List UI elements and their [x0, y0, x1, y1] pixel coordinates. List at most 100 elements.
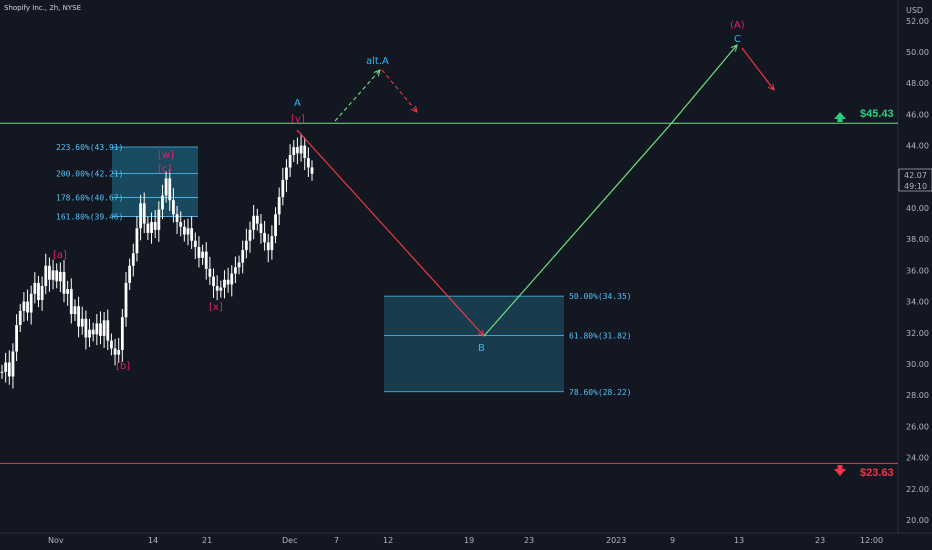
candle-body — [40, 286, 44, 301]
candle-body — [48, 265, 51, 280]
candle-body — [274, 214, 277, 237]
candle-body — [66, 289, 70, 294]
x-axis-ticks: Nov 14 21 Dec 7 12 19 23 2023 9 13 23 12:00 — [48, 536, 883, 545]
y-tick-label: 24.00 — [906, 454, 929, 463]
candle-body — [270, 236, 274, 251]
candle-body — [263, 232, 266, 243]
up-arrow-icon — [834, 112, 846, 122]
y-tick-label: 28.00 — [906, 391, 929, 400]
candle-body — [292, 147, 296, 155]
wave-b-to-resistance-arrow — [483, 124, 671, 337]
candle-body — [244, 240, 248, 251]
wave-label-a: [a] — [53, 250, 67, 261]
candle-body — [7, 362, 11, 377]
candle-body — [62, 271, 66, 294]
y-tick-label: 50.00 — [906, 48, 929, 57]
candle-body — [285, 167, 288, 180]
candle-body — [215, 286, 219, 291]
fib-retracement-lower: 50.00%(34.35) 61.80%(31.82) 78.60%(28.22) — [384, 292, 632, 397]
fib-band-top — [112, 147, 198, 174]
candle-body — [157, 209, 161, 230]
y-tick-label: 30.00 — [906, 360, 929, 369]
candle-body — [146, 223, 150, 233]
candle-body — [208, 268, 212, 277]
candle-body — [193, 240, 197, 247]
x-tick-label: 7 — [334, 536, 339, 545]
down-arrow-icon — [834, 465, 846, 476]
fib-extension-upper: 223.60%(43.91) 200.00%(42.21) 178.60%(40.6… — [56, 143, 198, 221]
candle-body — [234, 267, 237, 274]
candle-body — [106, 320, 110, 341]
candle-body — [296, 147, 299, 154]
candle-body — [124, 282, 128, 318]
candle-body — [117, 349, 121, 355]
candle-body — [18, 310, 22, 325]
candle-body — [179, 222, 183, 227]
wave-a-to-b-arrow — [296, 129, 484, 336]
y-tick-label: 52.00 — [906, 17, 929, 26]
alt-a-down-arrow — [381, 69, 417, 112]
resistance-label: $45.43 — [860, 108, 894, 120]
candle-body — [128, 265, 132, 283]
candle-body — [80, 318, 84, 327]
x-tick-label: 13 — [734, 536, 744, 545]
bar-countdown: 49:10 — [904, 182, 927, 191]
candle-body — [153, 222, 157, 230]
current-price-tag — [898, 168, 932, 192]
wave-resistance-to-c-arrow — [669, 45, 737, 126]
candle-body — [172, 200, 175, 215]
candle-body — [190, 228, 194, 241]
wave-label-x: [x] — [209, 302, 223, 313]
candle-body — [102, 320, 106, 336]
wave-label-w: [w] — [158, 150, 174, 161]
wave-label-C: C — [734, 34, 741, 45]
candle-body — [150, 222, 153, 233]
wave-label-alt-A: alt.A — [366, 56, 389, 67]
alt-a-up-arrow — [334, 70, 380, 122]
candle-body — [223, 279, 226, 288]
candle-body — [22, 301, 26, 311]
wave-label-B: B — [478, 343, 485, 354]
y-tick-label: 32.00 — [906, 329, 929, 338]
candle-body — [204, 251, 208, 269]
y-tick-label: 44.00 — [906, 142, 929, 151]
x-tick-label: Nov — [48, 536, 64, 545]
candle-body — [77, 306, 80, 327]
x-tick-label: 23 — [524, 536, 534, 545]
candle-body — [259, 223, 263, 233]
candle-body — [11, 351, 15, 377]
currency-label: USD — [906, 6, 923, 15]
candle-body — [4, 362, 8, 372]
y-tick-label: 46.00 — [906, 110, 929, 119]
wave-label-big-A: (A) — [730, 20, 745, 31]
candle-body — [252, 215, 256, 230]
candle-body — [248, 229, 252, 241]
candle-body — [55, 270, 59, 282]
candle-body — [84, 318, 88, 338]
candle-body — [197, 247, 201, 258]
fib-level-label: 61.80%(31.82) — [569, 332, 632, 341]
candle-body — [241, 250, 245, 263]
x-tick-label: 12 — [383, 536, 393, 545]
x-tick-label: 14 — [148, 536, 158, 545]
candle-body — [168, 178, 172, 201]
candle-body — [237, 262, 241, 268]
candle-body — [299, 145, 303, 154]
x-tick-label: 12:00 — [860, 536, 883, 545]
candle-body — [161, 195, 164, 210]
candle-body — [186, 228, 190, 235]
fib-level-label: 161.80%(39.46) — [56, 212, 123, 221]
price-axis-panel[interactable] — [898, 0, 932, 550]
candle-body — [95, 323, 99, 335]
wave-label-A: A — [294, 98, 301, 109]
candle-body — [182, 226, 186, 235]
candle-body — [51, 270, 55, 280]
y-tick-label: 22.00 — [906, 485, 929, 494]
candle-body — [306, 158, 310, 168]
candle-body — [58, 271, 62, 282]
y-tick-label: 40.00 — [906, 204, 929, 213]
x-tick-label: 23 — [815, 536, 825, 545]
candle-body — [303, 145, 307, 159]
fib-level-label: 78.60%(28.22) — [569, 388, 632, 397]
